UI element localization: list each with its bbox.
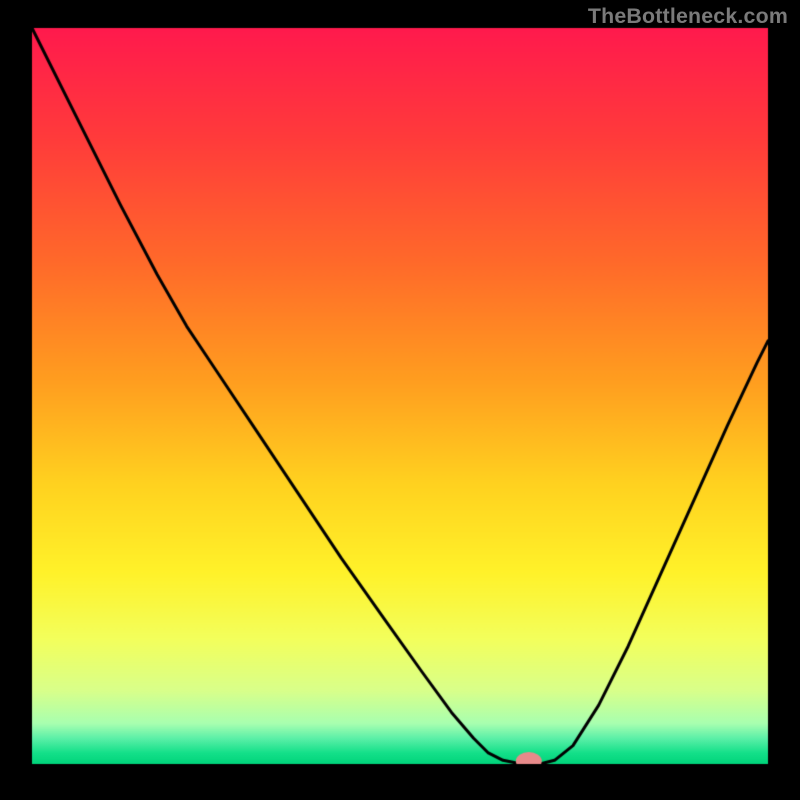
chart-container: TheBottleneck.com [0, 0, 800, 800]
bottleneck-curve-chart [0, 0, 800, 800]
watermark-text: TheBottleneck.com [588, 4, 788, 29]
